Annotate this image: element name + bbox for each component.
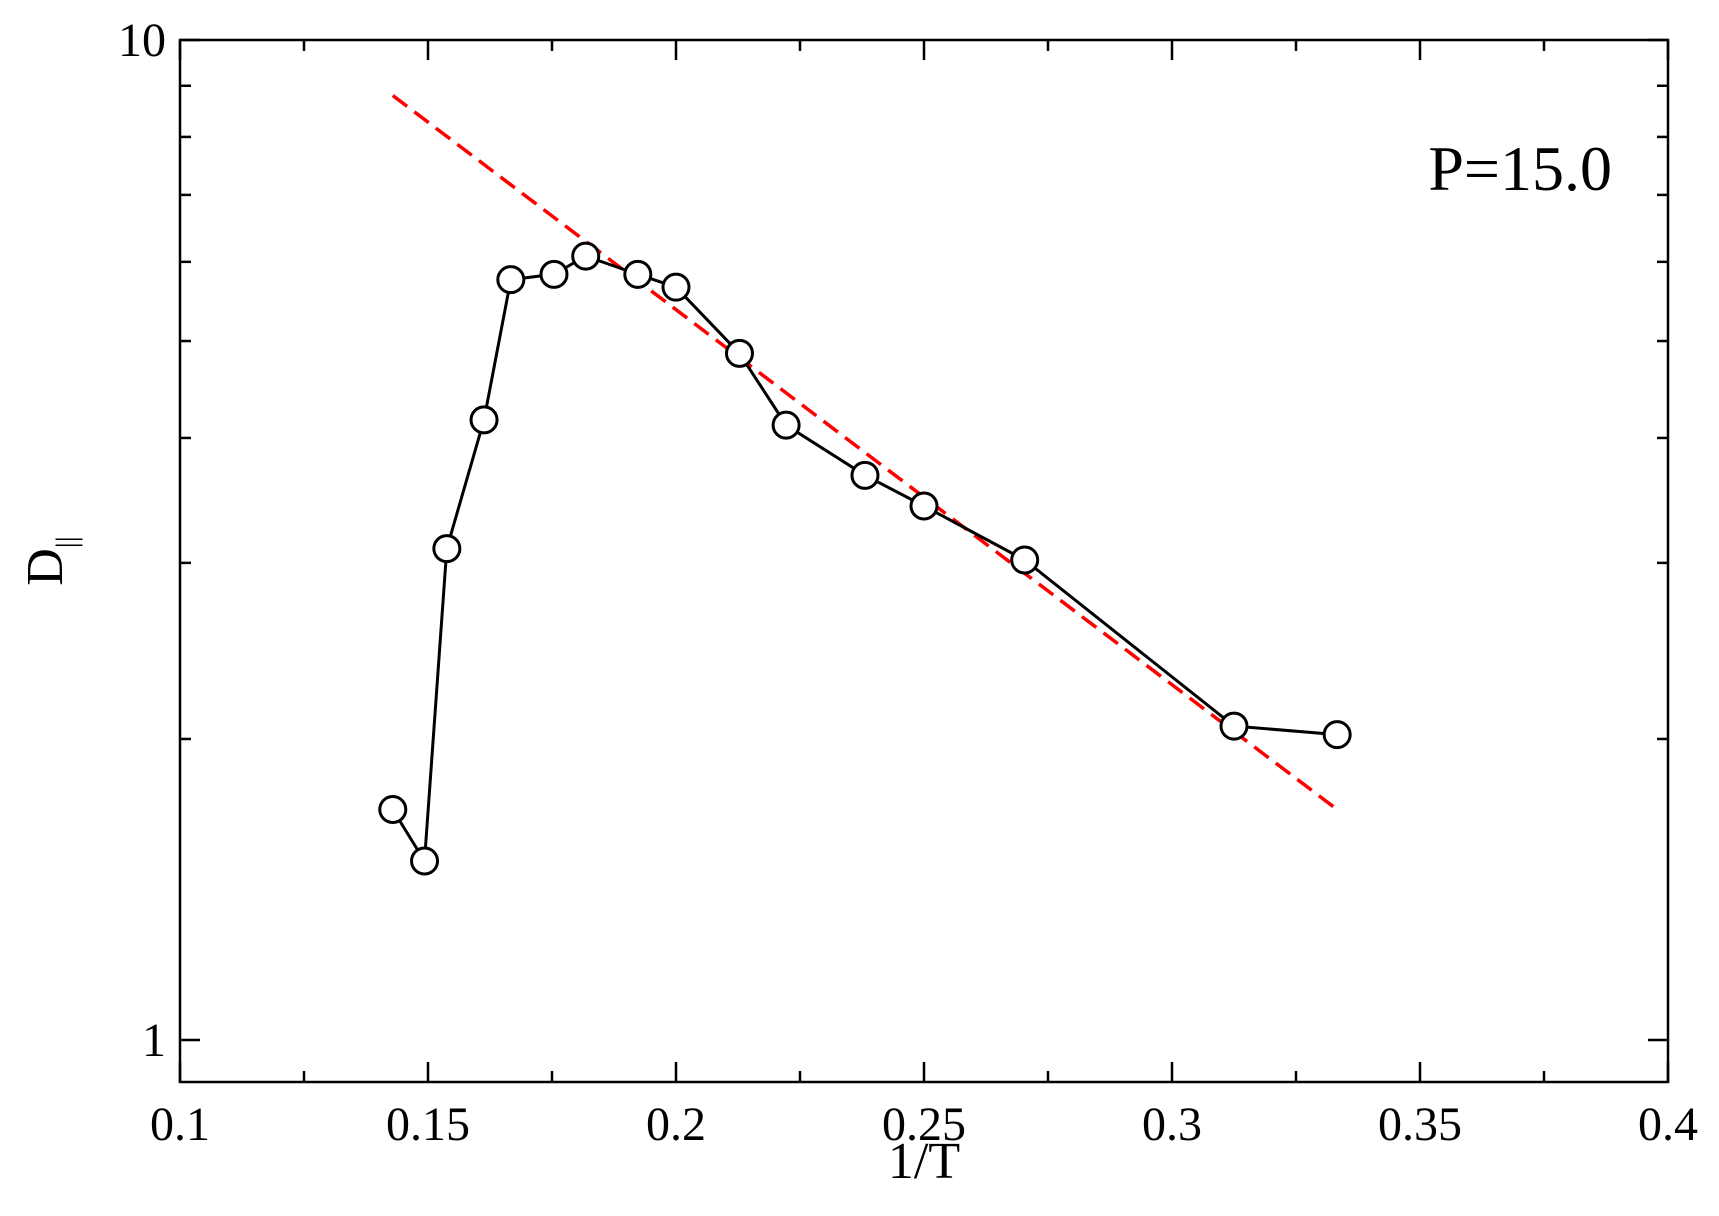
x-tick-label: 0.3 bbox=[1142, 1098, 1202, 1151]
series-layer bbox=[378, 241, 1352, 876]
data-point bbox=[850, 460, 880, 490]
pressure-annotation: P=15.0 bbox=[1428, 133, 1612, 204]
x-tick-label: 0.35 bbox=[1378, 1098, 1462, 1151]
y-tick-label: 1 bbox=[142, 1014, 166, 1067]
y-axis-label-main: D bbox=[17, 548, 74, 586]
data-point bbox=[1322, 720, 1352, 750]
data-point bbox=[1010, 545, 1040, 575]
svg-text:D||: D|| bbox=[17, 536, 83, 586]
x-axis-label: 1/T bbox=[888, 1133, 960, 1190]
data-point bbox=[571, 241, 601, 271]
data-point bbox=[496, 265, 526, 295]
data-point bbox=[410, 846, 440, 876]
fit-line-layer bbox=[391, 94, 1339, 811]
data-point bbox=[771, 410, 801, 440]
data-point bbox=[432, 534, 462, 564]
data-point bbox=[909, 491, 939, 521]
x-tick-label: 0.15 bbox=[386, 1098, 470, 1151]
data-point bbox=[539, 259, 569, 289]
y-ticks: 1 10 bbox=[118, 14, 1668, 1067]
y-axis-label-subscript: || bbox=[50, 536, 83, 548]
data-point bbox=[724, 338, 754, 368]
data-point bbox=[469, 405, 499, 435]
x-tick-label: 0.4 bbox=[1638, 1098, 1698, 1151]
x-tick-label: 0.2 bbox=[646, 1098, 706, 1151]
data-point bbox=[623, 259, 653, 289]
data-point bbox=[1219, 711, 1249, 741]
x-ticks: 0.1 0.15 0.2 0.25 0.3 0.35 0.4 bbox=[150, 40, 1698, 1151]
data-point bbox=[661, 272, 691, 302]
y-axis-label: D|| bbox=[17, 536, 83, 586]
data-series-line bbox=[391, 254, 1338, 866]
data-point bbox=[378, 795, 408, 825]
x-tick-label: 0.25 bbox=[882, 1098, 966, 1151]
x-tick-label: 0.1 bbox=[150, 1098, 210, 1151]
fit-line bbox=[391, 94, 1339, 811]
y-tick-label: 10 bbox=[118, 14, 166, 67]
